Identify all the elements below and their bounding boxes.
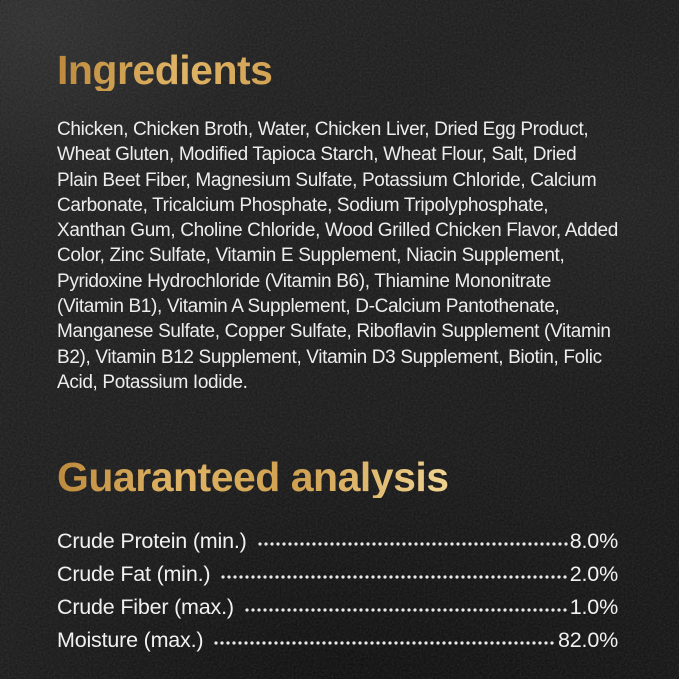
- analysis-value: 82.0%: [558, 627, 618, 652]
- analysis-label: Crude Protein (min.): [57, 528, 247, 553]
- dotted-leader: [256, 541, 568, 548]
- guaranteed-analysis-table: Crude Protein (min.) 8.0% Crude Fat (min…: [57, 520, 618, 652]
- ingredients-title: Ingredients: [57, 50, 618, 91]
- analysis-label: Crude Fat (min.): [57, 561, 211, 586]
- analysis-label: Moisture (max.): [57, 627, 204, 652]
- analysis-row-moisture: Moisture (max.) 82.0%: [57, 619, 618, 652]
- analysis-label: Crude Fiber (max.): [57, 594, 234, 619]
- analysis-row-crude-fiber: Crude Fiber (max.) 1.0%: [57, 586, 618, 619]
- analysis-value: 2.0%: [569, 561, 618, 586]
- dotted-leader: [243, 607, 568, 614]
- dotted-leader: [213, 640, 557, 647]
- analysis-value: 1.0%: [569, 594, 618, 619]
- analysis-row-crude-fat: Crude Fat (min.) 2.0%: [57, 553, 618, 586]
- ingredients-text: Chicken, Chicken Broth, Water, Chicken L…: [57, 119, 618, 393]
- analysis-value: 8.0%: [569, 528, 618, 553]
- analysis-row-crude-protein: Crude Protein (min.) 8.0%: [57, 520, 618, 553]
- dotted-leader: [220, 574, 568, 581]
- guaranteed-analysis-title: Guaranteed analysis: [57, 457, 618, 498]
